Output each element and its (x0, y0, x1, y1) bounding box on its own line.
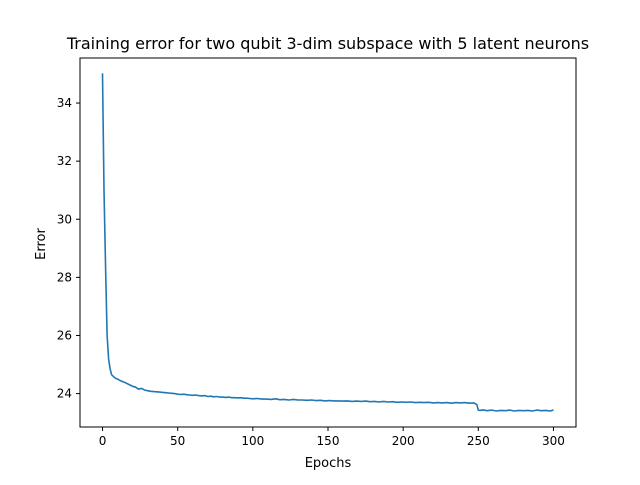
x-tick-label: 250 (467, 434, 490, 448)
x-tick-label: 0 (99, 434, 107, 448)
x-tick-label: 150 (317, 434, 340, 448)
axes-frame (79, 57, 577, 428)
x-axis-label: Epochs (305, 456, 352, 471)
x-tick-label: 300 (542, 434, 565, 448)
x-tick-label: 50 (170, 434, 185, 448)
y-axis-label: Error (34, 228, 49, 260)
plot-area (101, 73, 554, 412)
y-tick-label: 30 (57, 212, 72, 226)
series-line-0 (101, 73, 554, 412)
y-axis-ticks: 24 26 28 30 32 34 (57, 96, 80, 401)
y-tick-label: 28 (57, 270, 72, 284)
y-tick-label: 32 (57, 154, 72, 168)
x-tick-label: 100 (241, 434, 264, 448)
y-tick-label: 26 (57, 328, 72, 342)
chart-title: Training error for two qubit 3-dim subsp… (66, 34, 589, 53)
y-tick-label: 24 (57, 387, 72, 401)
y-tick-label: 34 (57, 96, 72, 110)
x-tick-label: 200 (392, 434, 415, 448)
x-axis-ticks: 0 50 100 150 200 250 300 (99, 427, 565, 448)
